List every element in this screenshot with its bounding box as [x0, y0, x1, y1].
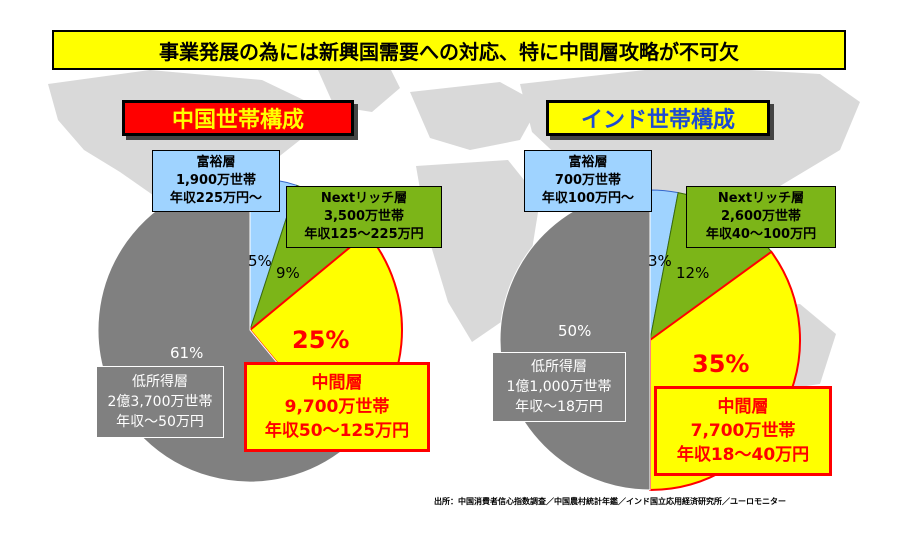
india-chart-title: インド世帯構成	[546, 100, 770, 136]
india-rich-income: 年収100万円～	[541, 191, 635, 206]
india-next-rich-name: Nextリッチ層	[717, 191, 805, 206]
source-note: 出所：中国消費者信心指数調査／中国農村統計年鑑／インド国立応用経済研究所／ユーロ…	[434, 497, 786, 506]
india-next-rich-households: 2,600万世帯	[720, 209, 802, 224]
india-middle-name: 中間層	[717, 397, 769, 417]
india-low-name: 低所得層	[531, 359, 587, 375]
india-middle-households: 7,700万世帯	[690, 421, 796, 441]
china-next-rich-households: 3,500万世帯	[323, 209, 405, 224]
india-next-rich-percent: 12%	[676, 264, 710, 282]
china-middle-callout: 中間層 9,700万世帯 年収50～125万円	[244, 362, 430, 452]
india-next-rich-callout: Nextリッチ層 2,600万世帯 年収40～100万円	[686, 186, 836, 248]
china-middle-households: 9,700万世帯	[284, 397, 390, 417]
china-title-text: 中国世帯構成	[171, 108, 304, 133]
china-rich-households: 1,900万世帯	[175, 173, 257, 188]
india-title-text: インド世帯構成	[580, 108, 735, 133]
china-next-rich-income: 年収125～225万円	[304, 227, 424, 242]
china-middle-income: 年収50～125万円	[264, 421, 410, 441]
india-middle-percent: 35%	[692, 350, 750, 378]
india-low-households: 1億1,000万世帯	[506, 379, 612, 395]
india-low-callout: 低所得層 1億1,000万世帯 年収～18万円	[492, 352, 626, 422]
india-next-rich-income: 年収40～100万円	[705, 227, 817, 242]
china-low-callout: 低所得層 2億3,700万世帯 年収～50万円	[96, 366, 224, 438]
china-low-percent: 61%	[170, 344, 204, 362]
india-low-percent: 50%	[558, 322, 592, 340]
headline-text: 事業発展の為には新興国需要への対応、特に中間層攻略が不可欠	[159, 39, 739, 64]
headline-banner: 事業発展の為には新興国需要への対応、特に中間層攻略が不可欠	[52, 30, 846, 70]
india-rich-percent: 3%	[648, 252, 672, 270]
china-middle-percent: 25%	[292, 326, 350, 354]
china-next-rich-callout: Nextリッチ層 3,500万世帯 年収125～225万円	[286, 186, 442, 248]
china-chart-title: 中国世帯構成	[122, 100, 354, 136]
china-rich-name: 富裕層	[196, 155, 236, 170]
china-rich-income: 年収225万円～	[169, 191, 263, 206]
china-next-rich-percent: 9%	[276, 264, 300, 282]
china-rich-callout: 富裕層 1,900万世帯 年収225万円～	[152, 150, 280, 212]
india-middle-callout: 中間層 7,700万世帯 年収18～40万円	[654, 386, 832, 476]
india-low-slice	[499, 189, 651, 491]
china-low-name: 低所得層	[132, 374, 188, 390]
india-low-income: 年収～18万円	[515, 399, 603, 415]
map-europe	[410, 82, 540, 150]
india-rich-households: 700万世帯	[554, 173, 622, 188]
china-next-rich-name: Nextリッチ層	[320, 191, 408, 206]
india-middle-income: 年収18～40万円	[676, 445, 810, 465]
india-rich-callout: 富裕層 700万世帯 年収100万円～	[524, 150, 652, 212]
china-middle-name: 中間層	[311, 373, 363, 393]
china-low-income: 年収～50万円	[116, 414, 204, 430]
china-low-households: 2億3,700万世帯	[107, 394, 213, 410]
china-rich-percent: 5%	[248, 252, 272, 270]
india-rich-name: 富裕層	[568, 155, 608, 170]
